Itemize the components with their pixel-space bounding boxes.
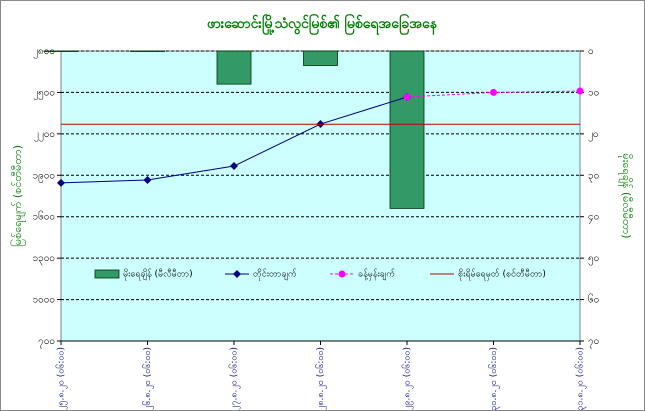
y2-tick-label: ၇၀ <box>588 336 599 349</box>
point <box>576 87 584 95</box>
legend-label: ခန့်မှန်းချက် <box>358 269 396 281</box>
point <box>403 93 411 101</box>
chart-title: ဖားဆောင်းမြို့သံလွင်မြစ်၏ မြစ်ရေအခြေအနေ <box>207 14 438 35</box>
plot-area <box>60 50 581 342</box>
bar <box>216 50 252 85</box>
bar <box>389 50 425 209</box>
point <box>490 88 497 96</box>
y-tick-label: ၁၉၀၀ <box>33 170 56 183</box>
legend-label: စိုးရိမ်ရေမှတ် (စင်တီမီတာ) <box>458 269 546 281</box>
x-tick-label: ၂၇.၈.၂၀ (၀၆:၀၀) <box>229 347 241 410</box>
x-tick-label: ၃၁.၈.၂၀ (၀၆:၀၀) <box>575 347 587 411</box>
y-tick-label: ၂၈၀၀ <box>33 46 55 59</box>
x-tick-label: ၂၈.၈.၂၀ (၀၆:၀၀) <box>315 347 327 410</box>
y2-tick-label: ၁၀ <box>588 87 599 98</box>
legend-marker <box>233 270 241 278</box>
y-tick-label: ၂၅၀၀ <box>33 87 55 100</box>
y-tick-label: ၇၀၀ <box>38 336 55 349</box>
x-tick-label: ၃၀.၈.၂၀ (၀၆:၀၀) <box>488 347 500 411</box>
point <box>57 178 65 187</box>
y2-tick-label: ၆၀ <box>588 293 599 306</box>
y2-axis-label: မိုးရေချိန် (မီလီမီတာ) <box>618 153 633 238</box>
y-tick-label: ၂၂၀၀ <box>34 129 55 142</box>
y-tick-label: ၁၀၀၀ <box>33 295 56 306</box>
y2-tick-label: ၅၀ <box>588 253 599 266</box>
x-tick-label: ၂၅.၈.၂၀ (၀၆:၀၀) <box>56 347 68 410</box>
legend-marker <box>338 270 346 278</box>
bar <box>43 50 79 52</box>
point <box>230 162 238 171</box>
bar <box>130 50 165 52</box>
y2-tick-label: ၂၀ <box>588 129 599 142</box>
y2-tick-label: ၀ <box>588 46 594 57</box>
x-tick-label: ၂၉.၈.၂၀ (၀၆:၀၀) <box>402 347 414 410</box>
bar <box>303 50 338 66</box>
legend-label: တိုင်းတာချက် <box>253 269 297 281</box>
y-tick-label: ၁၆၀၀ <box>33 210 56 223</box>
y-axis-label: မြစ်ရေမျက် (စင်တီမီတာ) <box>10 145 26 247</box>
y-tick-label: ၁၃၀၀ <box>33 253 56 266</box>
legend-swatch <box>94 269 120 279</box>
y2-tick-label: ၄၀ <box>588 212 599 225</box>
x-tick-label: ၂၆.၈.၂၀ (၀၆:၀၀) <box>142 347 154 410</box>
legend-label: မိုးရေချိန် (မီလီမီတာ) <box>123 269 193 281</box>
y2-tick-label: ၃၀ <box>588 170 599 183</box>
point <box>143 175 152 184</box>
